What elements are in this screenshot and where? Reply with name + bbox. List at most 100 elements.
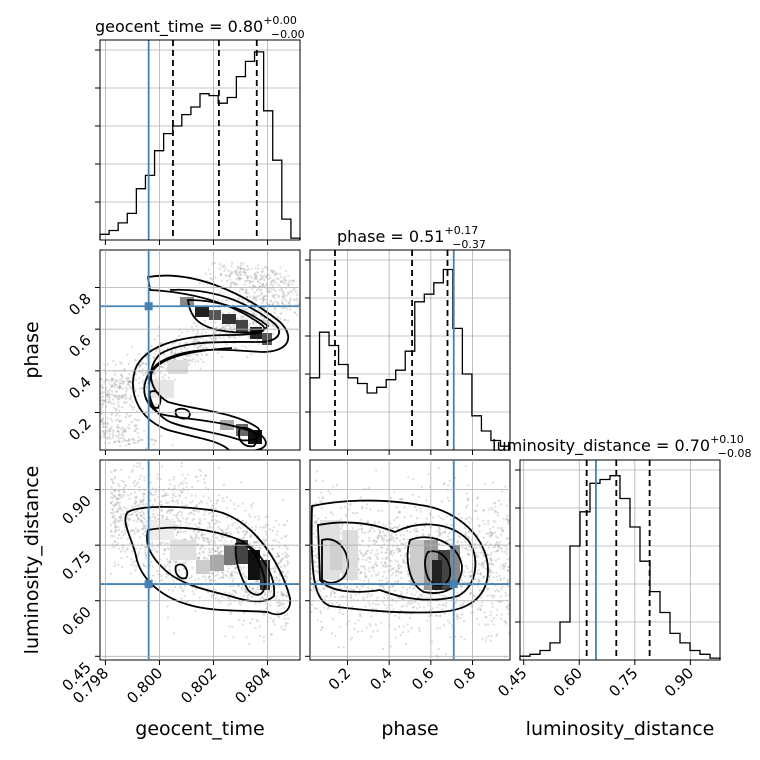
- sample-point: [115, 497, 118, 500]
- sample-point: [245, 279, 249, 282]
- sample-point: [326, 607, 329, 610]
- sample-point: [228, 323, 231, 326]
- sample-point: [493, 531, 497, 534]
- sample-point: [245, 318, 248, 321]
- sample-point: [202, 575, 205, 578]
- sample-point: [463, 526, 466, 529]
- sample-point: [356, 630, 360, 633]
- sample-point: [132, 529, 136, 532]
- sample-point: [394, 533, 398, 536]
- sample-point: [97, 383, 99, 385]
- sample-point: [210, 518, 214, 522]
- sample-point: [126, 377, 130, 380]
- sample-point: [251, 545, 254, 548]
- sample-point: [153, 493, 157, 496]
- sample-point: [492, 525, 495, 528]
- sample-point: [396, 580, 399, 584]
- sample-point: [141, 361, 144, 364]
- sample-point: [214, 331, 217, 334]
- sample-point: [201, 533, 204, 536]
- sample-point: [135, 495, 138, 498]
- sample-point: [398, 510, 402, 513]
- sample-point: [320, 491, 323, 494]
- sample-point: [431, 607, 434, 610]
- sample-point: [163, 549, 166, 552]
- sample-point: [368, 536, 371, 540]
- sample-point: [505, 605, 508, 608]
- sample-point: [167, 588, 170, 592]
- x-tick-label: 0.45: [494, 664, 530, 700]
- sample-point: [127, 383, 130, 387]
- sample-point: [401, 597, 404, 600]
- sample-point: [208, 575, 211, 578]
- sample-point: [389, 550, 393, 553]
- sample-point: [315, 502, 318, 505]
- sample-point: [233, 323, 236, 326]
- sample-point: [361, 539, 364, 542]
- sample-point: [239, 262, 242, 265]
- sample-point: [247, 292, 250, 295]
- sample-point: [448, 479, 451, 483]
- sample-point: [182, 487, 185, 490]
- sample-point: [122, 491, 126, 494]
- sample-point: [188, 512, 191, 516]
- sample-point: [185, 354, 188, 357]
- sample-point: [265, 294, 268, 297]
- sample-point: [488, 557, 492, 560]
- sample-point: [499, 533, 503, 536]
- sample-point: [112, 407, 116, 410]
- sample-point: [248, 281, 251, 285]
- sample-point: [201, 537, 205, 540]
- sample-point: [500, 613, 503, 616]
- sample-point: [506, 580, 509, 583]
- sample-point: [350, 593, 353, 597]
- sample-point: [324, 585, 327, 589]
- sample-point: [97, 418, 99, 420]
- sample-point: [428, 533, 431, 537]
- sample-point: [163, 363, 166, 366]
- sample-point: [204, 486, 208, 489]
- sample-point: [126, 379, 129, 382]
- sample-point: [441, 604, 444, 607]
- sample-point: [481, 561, 484, 564]
- sample-point: [489, 558, 493, 561]
- sample-point: [156, 550, 159, 553]
- sample-point: [172, 500, 175, 503]
- sample-point: [273, 579, 277, 582]
- sample-point: [180, 511, 184, 514]
- sample-point: [125, 401, 128, 404]
- sample-point: [402, 604, 405, 607]
- sample-point: [142, 527, 145, 530]
- sample-point: [239, 267, 242, 270]
- sample-point: [114, 524, 117, 527]
- sample-point: [133, 430, 136, 433]
- sample-point: [371, 566, 374, 569]
- sample-point: [194, 532, 197, 535]
- sample-point: [112, 504, 115, 507]
- sample-point: [213, 533, 216, 536]
- sample-point: [278, 573, 281, 576]
- sample-point: [114, 469, 117, 472]
- sample-point: [386, 556, 389, 559]
- sample-point: [203, 539, 206, 542]
- sample-point: [282, 523, 285, 527]
- sample-point: [129, 492, 133, 496]
- sample-point: [133, 424, 136, 427]
- sample-point: [196, 359, 200, 362]
- sample-point: [216, 547, 220, 550]
- sample-point: [256, 586, 259, 589]
- sample-point: [64, 385, 66, 387]
- sample-point: [250, 276, 253, 279]
- sample-point: [128, 519, 131, 522]
- sample-point: [121, 395, 124, 398]
- x-tick-label: 0.60: [550, 664, 586, 700]
- sample-point: [480, 563, 483, 566]
- sample-point: [154, 517, 157, 520]
- sample-point: [120, 380, 123, 383]
- sample-point: [116, 412, 119, 415]
- sample-point: [199, 519, 202, 522]
- sample-point: [110, 384, 114, 387]
- sample-point: [237, 277, 240, 280]
- sample-point: [196, 353, 199, 356]
- sample-point: [80, 408, 82, 410]
